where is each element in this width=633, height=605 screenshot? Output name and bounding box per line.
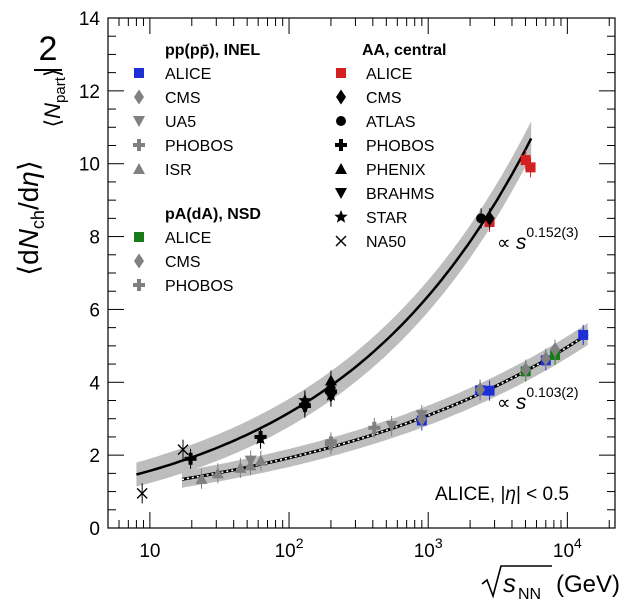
y-axis-label-dndeta: ⟨dNch/dη⟩ [13, 160, 48, 276]
legend-header: pp(pp̄), INEL [165, 42, 260, 59]
data-point [177, 444, 189, 456]
data-point [324, 436, 337, 449]
x-tick-label: 103 [414, 535, 443, 562]
data-point [298, 393, 312, 407]
data-point [475, 382, 486, 398]
data-point [520, 362, 531, 378]
fit-bands [136, 121, 588, 488]
x-tick-label: 10 [139, 541, 160, 562]
fit-curves [136, 137, 589, 481]
data-point [211, 467, 224, 479]
data-point [520, 155, 531, 166]
legend-entry: BRAHMS [366, 186, 434, 203]
legend-marker [335, 188, 347, 199]
legend-entry: CMS [165, 254, 201, 271]
legend-marker [134, 68, 144, 78]
fit-curve-dots [181, 333, 589, 481]
data-points [136, 150, 589, 504]
data-point [525, 162, 536, 173]
legend-entry: STAR [366, 210, 407, 227]
y-axis-title: 2 ⟨Npart⟩ ⟨dNch/dη⟩ [13, 30, 69, 276]
legend-marker [336, 116, 346, 126]
legend-marker [336, 68, 346, 78]
data-point [484, 385, 495, 396]
y-axis-label-npart: ⟨Npart⟩ [40, 69, 69, 128]
data-point [368, 421, 381, 434]
data-point [195, 472, 208, 484]
data-point [415, 410, 428, 422]
y-tick-label: 2 [89, 446, 100, 467]
x-axis-label-nn: NN [518, 586, 541, 603]
y-tick-labels: 0 2 4 6 8 10 12 14 [79, 9, 101, 540]
y-tick-label: 6 [89, 300, 100, 321]
legend-marker [335, 163, 347, 174]
legend-entry: CMS [366, 90, 402, 107]
legend-header: AA, central [362, 42, 446, 59]
legend-marker [134, 232, 144, 242]
legend-marker [133, 163, 145, 174]
legend-marker [335, 139, 347, 151]
legend-entry: ATLAS [366, 114, 416, 131]
legend-entry: PHENIX [366, 162, 426, 179]
x-axis-label-s: s [503, 568, 516, 598]
data-point [254, 454, 267, 466]
y-tick-label: 14 [79, 9, 101, 30]
legend-entry: ALICE [165, 66, 211, 83]
data-point [476, 213, 487, 224]
fit-label: ∝ s0.103(2) [497, 384, 579, 414]
data-point [136, 487, 148, 499]
y-axis-label-2: 2 [39, 30, 58, 68]
legend-marker [134, 89, 144, 105]
x-axis-label-unit: (GeV) [556, 571, 620, 598]
legend-entry: ISR [165, 162, 192, 179]
data-point [550, 342, 561, 357]
legend-entry: CMS [165, 90, 201, 107]
data-point [578, 329, 589, 340]
fit-band [136, 121, 532, 487]
legend-entry: UA5 [165, 114, 196, 131]
x-tick-label: 104 [553, 535, 582, 562]
x-tick-label: 102 [275, 535, 304, 562]
fit-label: ∝ s0.152(3) [497, 224, 579, 254]
legend-marker [133, 139, 145, 151]
legend-entry: ALICE [165, 230, 211, 247]
data-point [540, 351, 551, 367]
data-point [385, 421, 398, 432]
data-point [324, 374, 337, 386]
legend-marker [334, 210, 348, 223]
fit-labels: ∝ s0.152(3) ∝ s0.103(2) [497, 224, 579, 414]
data-point [184, 452, 197, 465]
sqrt-symbol [481, 565, 552, 599]
data-point [244, 459, 257, 471]
x-axis-title: s NN (GeV) [481, 565, 620, 603]
data-point [484, 210, 495, 226]
legend-entry: PHOBOS [366, 138, 434, 155]
x-tick-labels: 10 102 103 104 [139, 535, 582, 562]
legend-entry: PHOBOS [165, 138, 233, 155]
y-tick-label: 0 [89, 519, 100, 540]
axis-ticks [107, 17, 615, 529]
y-tick-label: 12 [79, 82, 100, 103]
data-point [324, 388, 338, 401]
y-tick-label: 4 [89, 373, 100, 394]
experiment-annotation: ALICE, |η| < 0.5 [435, 484, 569, 505]
legend: pp(pp̄), INEL ALICE CMS UA5 PHOBOS ISR pA(dA),… [133, 42, 446, 295]
data-point [253, 431, 268, 445]
legend-entry: NA50 [366, 234, 406, 251]
legend-marker [335, 235, 347, 247]
y-tick-label: 8 [89, 228, 100, 249]
legend-entry: PHOBOS [165, 278, 233, 295]
data-point [234, 461, 247, 473]
legend-header: pA(dA), NSD [165, 206, 261, 223]
fit-curve [136, 137, 533, 476]
y-tick-label: 10 [79, 155, 100, 176]
legend-marker [133, 279, 145, 291]
legend-marker [336, 89, 346, 105]
legend-marker [134, 253, 144, 269]
legend-entry: ALICE [366, 66, 412, 83]
legend-marker [133, 116, 145, 127]
